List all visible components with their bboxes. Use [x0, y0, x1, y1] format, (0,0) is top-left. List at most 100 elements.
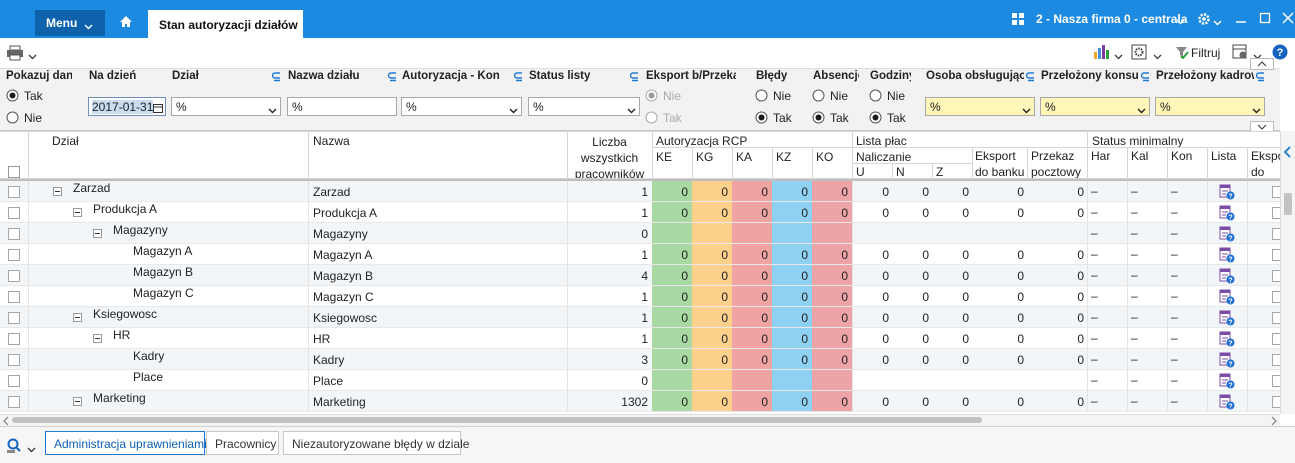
row-checkbox[interactable]: [8, 186, 20, 198]
radio-label[interactable]: Nie: [830, 89, 849, 103]
filter-icon[interactable]: [1175, 45, 1189, 60]
column-header[interactable]: Eksport do banku: [975, 149, 1025, 179]
radio-button[interactable]: [755, 89, 768, 102]
radio-label[interactable]: Nie: [887, 89, 906, 103]
grid-row[interactable]: Produkcja A Produkcja A 1 0 0 0 0 0 0 0 0 0 0– – –?: [0, 202, 1280, 223]
filter-mode-icon[interactable]: [1025, 71, 1036, 82]
column-header[interactable]: Dział: [52, 134, 79, 148]
list-status-icon[interactable]: ?: [1219, 205, 1235, 222]
grid-row[interactable]: Marketing Marketing 1302 0 0 0 0 0 0 0 0 0 0– – –?: [0, 391, 1280, 412]
tree-expander[interactable]: [73, 313, 82, 322]
active-tab[interactable]: Stan autoryzacji działów: [148, 10, 303, 38]
grid-row[interactable]: Zarzad Zarzad 1 0 0 0 0 0 0 0 0 0 0– – –?: [0, 181, 1280, 202]
panel-scroll-up[interactable]: [1250, 58, 1274, 70]
tree-expander[interactable]: [73, 208, 82, 217]
list-status-icon[interactable]: ?: [1219, 247, 1235, 264]
column-header[interactable]: Z: [936, 165, 944, 179]
filter-select[interactable]: %: [925, 97, 1035, 116]
grid-row[interactable]: HR HR 1 0 0 0 0 0 0 0 0 0 0– – –?: [0, 328, 1280, 349]
radio-label[interactable]: Tak: [24, 89, 43, 103]
list-status-icon[interactable]: ?: [1219, 289, 1235, 306]
filter-mode-icon[interactable]: [629, 71, 640, 82]
export-checkbox[interactable]: [1272, 333, 1280, 345]
filter-select[interactable]: %: [401, 97, 522, 116]
settings-table-button[interactable]: [1232, 44, 1248, 60]
column-header[interactable]: Liczba wszystkich pracowników: [574, 135, 645, 181]
export-checkbox[interactable]: [1272, 186, 1280, 198]
row-checkbox[interactable]: [8, 396, 20, 408]
row-checkbox[interactable]: [8, 291, 20, 303]
export-checkbox[interactable]: [1272, 207, 1280, 219]
search-button[interactable]: [6, 438, 24, 454]
collapse-columns-arrow[interactable]: [1283, 146, 1293, 158]
list-status-icon[interactable]: ?: [1219, 310, 1235, 327]
minimize-button[interactable]: [1235, 12, 1247, 24]
filter-input[interactable]: %: [287, 97, 397, 116]
tree-expander[interactable]: [73, 397, 82, 406]
print-button[interactable]: [6, 45, 24, 61]
radio-label[interactable]: Nie: [773, 89, 792, 103]
column-header[interactable]: Eksport do banku: [1251, 149, 1280, 179]
close-button[interactable]: [1282, 12, 1294, 24]
bottom-tab[interactable]: Niezautoryzowane błędy w dziale: [283, 431, 469, 455]
chart-button[interactable]: [1092, 44, 1110, 60]
list-status-icon[interactable]: ?: [1219, 226, 1235, 243]
bottom-tab[interactable]: Pracownicy: [206, 431, 279, 455]
column-header[interactable]: N: [896, 165, 905, 179]
column-header[interactable]: KA: [736, 150, 753, 164]
column-header[interactable]: Kal: [1131, 149, 1149, 163]
row-checkbox[interactable]: [8, 228, 20, 240]
radio-button[interactable]: [755, 111, 768, 124]
radio-button[interactable]: [6, 89, 19, 102]
export-checkbox[interactable]: [1272, 354, 1280, 366]
radio-button[interactable]: [869, 111, 882, 124]
export-checkbox[interactable]: [1272, 249, 1280, 261]
filter-select[interactable]: %: [528, 97, 640, 116]
grid-row[interactable]: Magazyn B Magazyn B 4 0 0 0 0 0 0 0 0 0 0– – –?: [0, 265, 1280, 286]
header-checkbox[interactable]: [8, 166, 20, 178]
radio-button[interactable]: [869, 89, 882, 102]
export-checkbox[interactable]: [1272, 270, 1280, 282]
horizontal-scroll-thumb[interactable]: [12, 417, 982, 423]
grid-row[interactable]: Magazyn A Magazyn A 1 0 0 0 0 0 0 0 0 0 0– – –?: [0, 244, 1280, 265]
grid-row[interactable]: Ksiegowosc Ksiegowosc 1 0 0 0 0 0 0 0 0 0 0– – –?: [0, 307, 1280, 328]
row-checkbox[interactable]: [8, 207, 20, 219]
menu-button[interactable]: Menu: [35, 10, 105, 36]
radio-label[interactable]: Nie: [24, 111, 43, 125]
filter-select[interactable]: %: [171, 97, 281, 116]
bottom-tab[interactable]: Administracja uprawnieniami: [45, 431, 207, 455]
filter-select[interactable]: %: [1040, 97, 1150, 116]
config-button[interactable]: [1131, 44, 1147, 60]
tree-expander[interactable]: [93, 229, 102, 238]
radio-button[interactable]: [6, 111, 19, 124]
radio-button[interactable]: [812, 111, 825, 124]
column-header[interactable]: Lista: [1211, 149, 1237, 163]
apps-icon[interactable]: [1012, 13, 1024, 25]
tree-expander[interactable]: [93, 334, 102, 343]
row-checkbox[interactable]: [8, 354, 20, 366]
filter-mode-icon[interactable]: [1255, 71, 1266, 82]
filter-button[interactable]: Filtruj: [1191, 46, 1221, 60]
column-header[interactable]: U: [856, 165, 865, 179]
row-checkbox[interactable]: [8, 375, 20, 387]
tree-expander[interactable]: [53, 187, 62, 196]
column-header[interactable]: Har: [1091, 149, 1111, 163]
settings-icon[interactable]: [1197, 12, 1211, 26]
company-selector[interactable]: 2 - Nasza firma 0 - centrala: [1036, 12, 1188, 26]
export-checkbox[interactable]: [1272, 228, 1280, 240]
filter-select[interactable]: %: [1155, 97, 1265, 116]
vertical-scrollbar[interactable]: [1280, 131, 1295, 414]
radio-label[interactable]: Tak: [773, 111, 792, 125]
list-status-icon[interactable]: ?: [1219, 373, 1235, 390]
filter-mode-icon[interactable]: [1140, 71, 1151, 82]
row-checkbox[interactable]: [8, 312, 20, 324]
row-checkbox[interactable]: [8, 270, 20, 282]
export-checkbox[interactable]: [1272, 312, 1280, 324]
scroll-left[interactable]: [2, 415, 10, 426]
column-header[interactable]: KZ: [776, 150, 792, 164]
list-status-icon[interactable]: ?: [1219, 352, 1235, 369]
column-header[interactable]: Nazwa: [313, 134, 350, 148]
column-header[interactable]: Kon: [1171, 149, 1193, 163]
export-checkbox[interactable]: [1272, 291, 1280, 303]
grid-row[interactable]: Magazyny Magazyny 0 – – –?: [0, 223, 1280, 244]
